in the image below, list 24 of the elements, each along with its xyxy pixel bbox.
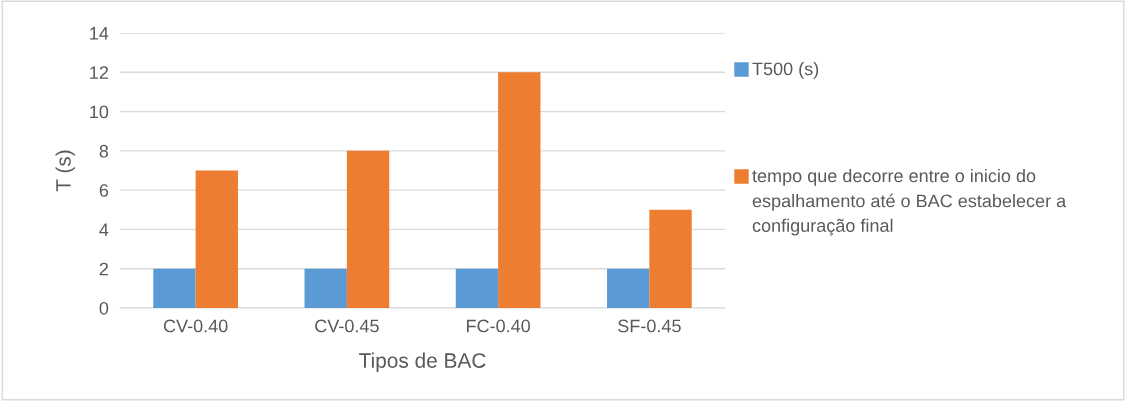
bar [498, 72, 541, 308]
bar [649, 209, 692, 308]
y-tick-label: 2 [99, 262, 108, 276]
x-tick-label: CV-0.40 [163, 319, 228, 333]
bar [607, 268, 650, 308]
y-tick-label: 10 [90, 105, 109, 119]
y-tick-label: 14 [90, 27, 109, 40]
y-tick-label: 6 [99, 184, 109, 197]
y-tick-label: 12 [90, 66, 108, 79]
y-tick-label: 0 [99, 301, 109, 315]
y-tick-label: 4 [99, 223, 109, 236]
legend-label: tempo que decorre entre o inicio do espalhamento até o BAC estabelecer a configuração final [752, 169, 1067, 236]
bar [304, 268, 347, 308]
y-tick-label: 8 [99, 144, 109, 158]
y-axis-title: T (s) [55, 150, 75, 192]
bar [346, 150, 390, 308]
x-tick-label: CV-0.45 [315, 319, 379, 333]
bar [195, 170, 238, 308]
x-tick-label: SF-0.45 [618, 319, 681, 333]
x-tick-label: FC-0.40 [467, 319, 531, 333]
legend-label: T500 (s) [752, 62, 819, 79]
x-axis-title: Tipos de BAC [359, 352, 486, 373]
bar [455, 268, 499, 308]
bar [153, 268, 196, 308]
